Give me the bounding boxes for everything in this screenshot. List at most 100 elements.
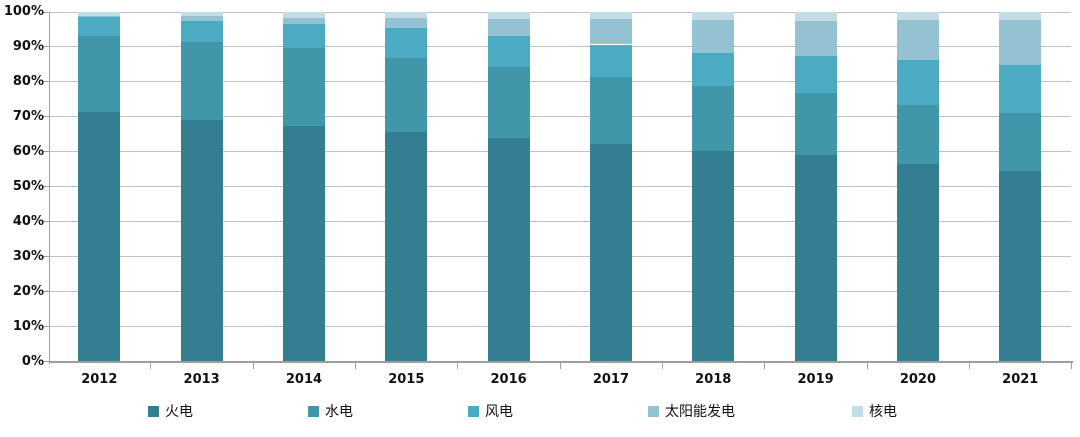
- y-axis-label: 50%: [12, 178, 44, 194]
- segment-水电-2012: [78, 35, 121, 112]
- segment-风电-2012: [78, 17, 121, 36]
- segment-核电-2014: [282, 12, 325, 18]
- y-axis-tick: [42, 151, 49, 153]
- segment-太阳能发电-2012: [78, 16, 121, 18]
- segment-核电-2021: [999, 12, 1042, 21]
- x-axis-line: [48, 361, 1073, 363]
- segment-风电-2016: [487, 35, 530, 68]
- x-axis-label-2020: 2020: [899, 372, 937, 387]
- bar-2015: [385, 0, 428, 362]
- segment-太阳能发电-2020: [896, 20, 939, 61]
- segment-水电-2013: [180, 42, 223, 121]
- x-axis-tick: [662, 362, 664, 369]
- y-axis-tick: [42, 221, 49, 223]
- segment-水电-2015: [385, 57, 428, 132]
- bar-2012: [78, 0, 121, 362]
- segment-水电-2019: [794, 92, 837, 155]
- gridline-70: [48, 116, 1071, 118]
- x-axis-tick: [252, 362, 254, 369]
- x-axis-label-2013: 2013: [183, 372, 220, 387]
- segment-风电-2018: [692, 52, 735, 87]
- y-axis-label: 40%: [12, 213, 44, 229]
- bar-2016: [487, 0, 530, 362]
- bar-2013: [180, 0, 223, 362]
- x-axis-tick: [866, 362, 868, 369]
- gridline-30: [48, 256, 1071, 258]
- y-axis-label: 90%: [12, 38, 44, 54]
- bar-2021: [999, 0, 1042, 362]
- x-axis-tick: [457, 362, 459, 369]
- legend-item-火电: 火电: [148, 401, 193, 421]
- bar-2020: [896, 0, 939, 362]
- y-axis-label: 10%: [12, 318, 44, 334]
- y-axis-label: 20%: [12, 283, 44, 299]
- x-axis-label-2019: 2019: [797, 372, 834, 387]
- legend-swatch-icon: [308, 405, 319, 417]
- segment-风电-2013: [180, 21, 223, 43]
- segment-核电-2013: [180, 12, 223, 17]
- y-axis-label: 30%: [12, 248, 44, 264]
- y-axis-tick: [42, 291, 49, 293]
- x-axis-label-2018: 2018: [695, 372, 732, 387]
- segment-太阳能发电-2018: [692, 20, 735, 53]
- segment-风电-2015: [385, 27, 428, 58]
- segment-火电-2019: [794, 154, 837, 362]
- bar-2017: [589, 0, 632, 362]
- y-axis-label: 100%: [3, 4, 44, 19]
- x-axis-tick: [355, 362, 357, 369]
- segment-火电-2018: [692, 151, 735, 362]
- y-axis-label: 0%: [21, 353, 44, 369]
- segment-太阳能发电-2016: [487, 19, 530, 36]
- y-axis-tick: [42, 46, 49, 48]
- x-axis-tick: [150, 362, 152, 369]
- legend: 火电 水电 风电 太阳能发电 核电: [0, 401, 1080, 425]
- legend-item-水电: 水电: [308, 401, 353, 421]
- legend-label: 火电: [165, 404, 193, 420]
- segment-风电-2019: [794, 56, 837, 93]
- segment-火电-2014: [282, 125, 325, 362]
- legend-label: 水电: [325, 404, 353, 420]
- segment-风电-2014: [282, 23, 325, 49]
- gridline-80: [48, 81, 1071, 83]
- y-axis-label: 70%: [12, 108, 44, 124]
- legend-swatch-icon: [148, 405, 159, 417]
- segment-火电-2020: [896, 163, 939, 362]
- y-axis-label: 80%: [12, 73, 44, 89]
- gridline-40: [48, 221, 1071, 223]
- x-axis-label-2014: 2014: [285, 372, 323, 387]
- segment-核电-2019: [794, 12, 837, 21]
- x-axis-label-2017: 2017: [592, 372, 630, 387]
- gridline-50: [48, 186, 1071, 188]
- gridline-100: [48, 11, 1071, 13]
- legend-swatch-icon: [468, 405, 479, 417]
- gridline-90: [48, 46, 1071, 48]
- legend-item-太阳能发电: 太阳能发电: [648, 401, 735, 421]
- segment-核电-2015: [385, 11, 428, 18]
- segment-火电-2012: [78, 111, 121, 362]
- segment-火电-2015: [385, 131, 428, 362]
- gridline-60: [48, 151, 1071, 153]
- y-axis-tick: [42, 11, 49, 13]
- x-axis-tick: [1071, 362, 1073, 369]
- segment-核电-2016: [487, 12, 530, 20]
- segment-水电-2016: [487, 67, 530, 138]
- bar-2018: [692, 0, 735, 362]
- segment-风电-2020: [896, 60, 939, 105]
- segment-火电-2017: [589, 144, 632, 362]
- y-axis-label: 60%: [12, 143, 44, 159]
- segment-风电-2017: [589, 44, 632, 77]
- y-axis-line: [48, 12, 50, 364]
- segment-核电-2012: [78, 12, 121, 17]
- legend-swatch-icon: [852, 405, 863, 417]
- x-axis-label-2021: 2021: [1002, 372, 1039, 387]
- bar-2019: [794, 0, 837, 362]
- legend-label: 风电: [485, 404, 513, 420]
- y-axis-tick: [42, 326, 49, 328]
- segment-核电-2020: [896, 12, 939, 21]
- y-axis-tick: [42, 256, 49, 258]
- legend-swatch-icon: [648, 405, 659, 417]
- segment-水电-2020: [896, 104, 939, 164]
- y-axis-tick: [42, 186, 49, 188]
- segment-水电-2018: [692, 86, 735, 152]
